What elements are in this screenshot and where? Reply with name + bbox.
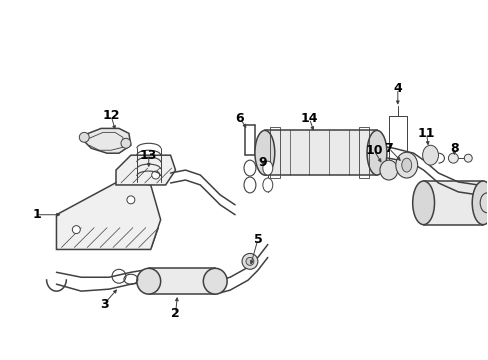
Text: 12: 12	[102, 109, 120, 122]
Polygon shape	[116, 155, 175, 185]
Text: 13: 13	[140, 149, 157, 162]
Ellipse shape	[366, 130, 386, 175]
Text: 7: 7	[384, 142, 392, 155]
Ellipse shape	[479, 193, 488, 213]
Ellipse shape	[395, 152, 417, 178]
Ellipse shape	[151, 171, 160, 179]
Polygon shape	[83, 129, 131, 153]
Ellipse shape	[254, 130, 274, 175]
Text: 4: 4	[393, 82, 401, 95]
Bar	[423, 181, 482, 225]
Ellipse shape	[121, 138, 131, 148]
Ellipse shape	[447, 153, 457, 163]
Ellipse shape	[263, 161, 272, 175]
Bar	[358, 127, 368, 178]
Ellipse shape	[79, 132, 89, 142]
Polygon shape	[56, 180, 161, 249]
Text: 3: 3	[100, 297, 108, 311]
Ellipse shape	[203, 268, 226, 294]
Ellipse shape	[245, 257, 253, 265]
Ellipse shape	[242, 253, 257, 269]
Text: 9: 9	[258, 156, 266, 168]
Ellipse shape	[72, 226, 80, 234]
Ellipse shape	[471, 181, 488, 225]
Text: 6: 6	[235, 112, 244, 125]
Ellipse shape	[244, 177, 255, 193]
Text: 1: 1	[32, 208, 41, 221]
Bar	[264, 130, 376, 175]
Ellipse shape	[127, 196, 135, 204]
Text: 11: 11	[417, 127, 434, 140]
Ellipse shape	[412, 181, 434, 225]
Text: 2: 2	[171, 307, 180, 320]
Text: 8: 8	[449, 142, 458, 155]
Ellipse shape	[244, 160, 255, 176]
Text: 5: 5	[253, 233, 262, 246]
Ellipse shape	[137, 268, 161, 294]
Ellipse shape	[263, 178, 272, 192]
Ellipse shape	[401, 158, 411, 172]
Text: 10: 10	[365, 144, 382, 157]
Ellipse shape	[463, 154, 471, 162]
Ellipse shape	[422, 145, 438, 165]
Bar	[148, 268, 215, 294]
Ellipse shape	[379, 160, 397, 180]
Bar	[269, 127, 279, 178]
Text: 14: 14	[300, 112, 318, 125]
